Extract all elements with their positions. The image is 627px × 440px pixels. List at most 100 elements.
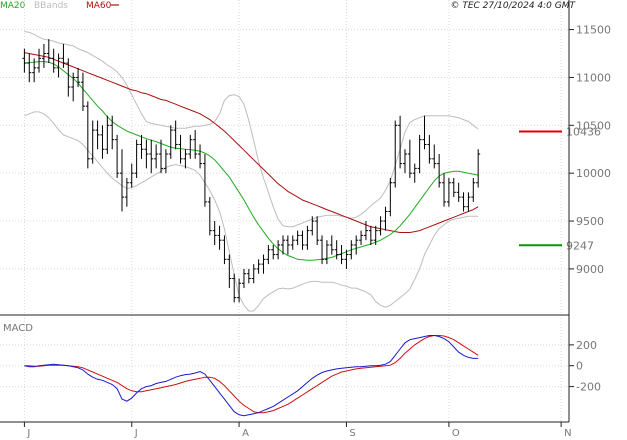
- ohlc-bar: [41, 43, 46, 68]
- ohlc-bar: [324, 240, 329, 265]
- bollinger-bands: [24, 31, 479, 312]
- legend-bbands-label: BBands: [34, 1, 68, 11]
- ohlc-bar: [456, 182, 461, 202]
- ohlc-bar: [329, 235, 334, 255]
- price-tick-label: 10500: [576, 119, 611, 132]
- price-y-ticks: 9000 9500 10000 10500 11000 11500: [569, 24, 611, 276]
- price-tick-label: 11000: [576, 71, 611, 84]
- ohlc-bar: [173, 120, 178, 150]
- ohlc-bar: [95, 120, 100, 150]
- ohlc-bar: [144, 139, 149, 169]
- price-panel: 10436 9247 9000 9500 10000 10500 11000 11500: [0, 0, 611, 422]
- ohlc-bar: [183, 149, 188, 169]
- ohlc-bar: [437, 154, 442, 188]
- ohlc-bar: [139, 134, 144, 159]
- ohlc-bar: [246, 268, 251, 284]
- ohlc-bar: [354, 235, 359, 255]
- macd-tick-label: 200: [576, 339, 597, 352]
- ohlc-bar: [276, 240, 281, 260]
- ohlc-bar: [378, 216, 383, 236]
- ohlc-bar: [383, 206, 388, 231]
- ohlc-bar: [154, 144, 159, 169]
- ohlc-bar: [80, 72, 85, 111]
- ohlc-bar: [100, 125, 105, 159]
- ohlc-bar: [217, 225, 222, 250]
- ohlc-bar: [432, 144, 437, 169]
- ohlc-bar: [61, 43, 66, 68]
- ohlc-bar: [295, 230, 300, 245]
- ohlc-bar: [290, 235, 295, 250]
- ohlc-bar: [300, 230, 305, 250]
- macd-y-ticks: 200 0 -200: [569, 339, 601, 394]
- month-label: S: [349, 428, 355, 439]
- ohlc-bar: [105, 115, 110, 155]
- ohlc-bar: [422, 115, 427, 150]
- ohlc-bar: [232, 273, 237, 303]
- price-level-label: 10436: [566, 125, 601, 138]
- legend-ma60-label: MA60: [86, 1, 112, 11]
- ohlc-bar: [476, 149, 481, 188]
- ohlc-bar: [119, 149, 124, 212]
- ohlc-bar: [266, 244, 271, 265]
- ohlc-bar: [310, 216, 315, 236]
- ohlc-bar: [212, 221, 217, 245]
- legend-ma20-label: MA20: [0, 1, 26, 11]
- macd-signal-series: [24, 335, 479, 414]
- ohlc-bar: [305, 225, 310, 250]
- ohlc-bar: [66, 58, 71, 97]
- ohlc-bar: [339, 244, 344, 265]
- ohlc-bar: [461, 192, 466, 212]
- macd-line: [24, 335, 479, 417]
- ohlc-bar: [427, 134, 432, 164]
- macd-tick-label: 0: [576, 360, 583, 373]
- ohlc-bar: [51, 48, 56, 73]
- ohlc-bar: [466, 192, 471, 212]
- ohlc-bar: [110, 115, 115, 150]
- ohlc-bar: [417, 134, 422, 174]
- ohlc-bar: [129, 163, 134, 188]
- ohlc-bar: [159, 139, 164, 174]
- ohlc-bar: [227, 254, 232, 289]
- ohlc-bar: [188, 134, 193, 159]
- ohlc-bars: [22, 39, 481, 303]
- ohlc-bar: [349, 240, 354, 260]
- ohlc-bar: [334, 240, 339, 260]
- price-tick-label: 9000: [576, 263, 604, 276]
- ohlc-bar: [46, 39, 51, 64]
- macd-title: MACD: [3, 323, 33, 334]
- ohlc-bar: [251, 264, 256, 284]
- copyright-label: © TEC 27/10/2024 4:0 GMT: [450, 1, 576, 11]
- ohlc-bar: [241, 268, 246, 289]
- ohlc-bar: [27, 53, 32, 83]
- ohlc-bar: [359, 230, 364, 245]
- ohlc-bar: [261, 254, 266, 274]
- ohlc-bar: [237, 278, 242, 303]
- ohlc-bar: [32, 58, 37, 83]
- price-grid: [0, 0, 569, 422]
- price-level-label: 9247: [566, 239, 594, 252]
- ohlc-bar: [471, 177, 476, 202]
- ohlc-bar: [320, 235, 325, 265]
- ohlc-bar: [442, 173, 447, 207]
- ohlc-bar: [90, 120, 95, 164]
- ohlc-bar: [22, 48, 27, 73]
- macd-panel: MACD 200 0 -200: [0, 323, 601, 417]
- month-label: A: [242, 428, 249, 439]
- ohlc-bar: [207, 197, 212, 236]
- ohlc-bar: [285, 235, 290, 255]
- ohlc-bar: [85, 101, 90, 169]
- price-legend: MA20 BBands MA60: [0, 1, 119, 11]
- ohlc-bar: [198, 144, 203, 169]
- macd-grid: [0, 344, 569, 388]
- ma20-series: [24, 61, 479, 261]
- ohlc-bar: [71, 72, 76, 102]
- bbands-lower-line: [24, 111, 479, 312]
- ohlc-bar: [149, 139, 154, 174]
- month-label: O: [452, 428, 460, 439]
- ohlc-bar: [363, 221, 368, 241]
- ma60-line: [24, 52, 479, 233]
- ohlc-bar: [271, 244, 276, 260]
- ohlc-bar: [368, 225, 373, 245]
